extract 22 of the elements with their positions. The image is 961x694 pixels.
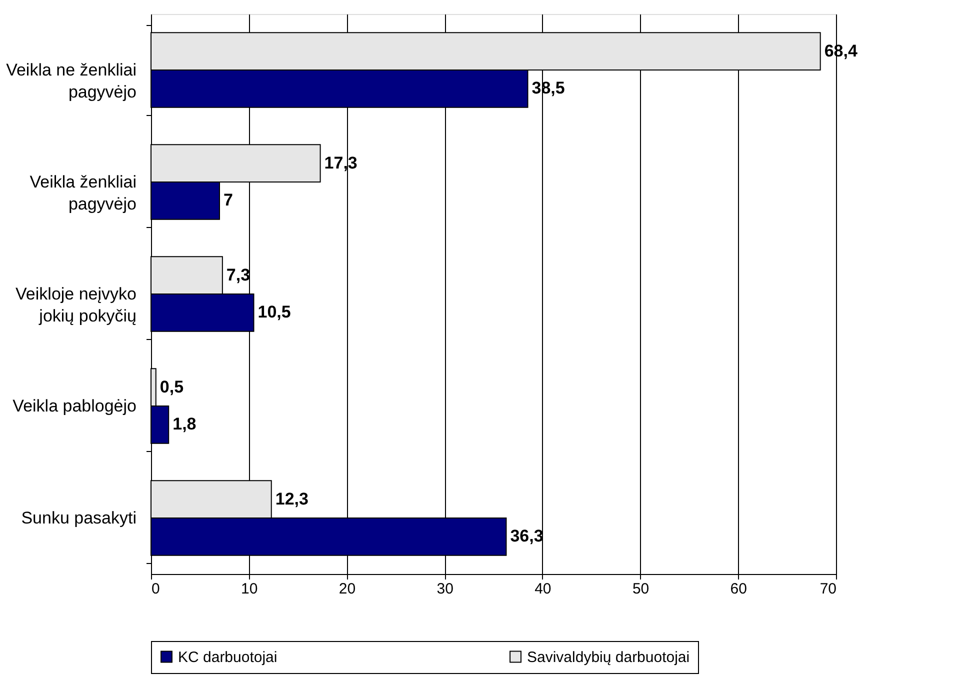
x-tick-label: 20	[338, 580, 356, 598]
y-tick-label: Veikloje neįvyko jokių pokyčių	[16, 284, 136, 326]
data-label: 12,3	[275, 489, 308, 508]
data-label: 0,5	[160, 377, 184, 396]
legend-label: KC darbuotojai	[178, 648, 278, 666]
legend-label: Savivaldybių darbuotojai	[527, 648, 690, 666]
x-tick-label: 70	[820, 580, 836, 598]
x-tick-label: 50	[632, 580, 650, 598]
x-tick-label: 40	[534, 580, 552, 598]
y-tick-label: Sunku pasakyti	[21, 508, 136, 528]
y-tick-label: Veikla ne ženkliai pagyvėjo	[6, 60, 136, 102]
x-tick-label: 60	[730, 580, 747, 598]
x-tick-label: 10	[241, 580, 258, 598]
data-label: 7,3	[226, 265, 250, 284]
x-tick-label: 0	[152, 580, 160, 598]
data-label: 36,3	[510, 526, 544, 546]
data-label: 1,8	[172, 414, 196, 434]
data-label: 7	[224, 190, 233, 210]
data-label: 10,5	[258, 302, 291, 322]
y-tick-label: Veikla pablogėjo	[12, 396, 136, 416]
y-tick-label: Veikla ženkliai pagyvėjo	[30, 172, 136, 214]
x-tick-label: 30	[436, 580, 454, 598]
